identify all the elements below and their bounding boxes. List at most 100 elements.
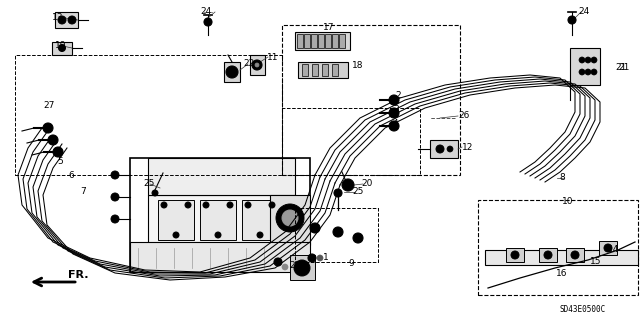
Circle shape bbox=[392, 124, 396, 128]
Text: 20: 20 bbox=[361, 180, 372, 189]
Text: 16: 16 bbox=[556, 269, 568, 278]
Text: 12: 12 bbox=[462, 143, 474, 152]
Circle shape bbox=[585, 57, 591, 63]
Circle shape bbox=[111, 171, 119, 179]
Bar bbox=[295, 32, 350, 50]
Circle shape bbox=[604, 244, 612, 252]
Text: 23: 23 bbox=[289, 261, 300, 270]
Circle shape bbox=[227, 202, 233, 208]
Bar bbox=[485, 250, 638, 265]
Circle shape bbox=[48, 135, 58, 145]
Bar bbox=[322, 64, 328, 76]
Circle shape bbox=[389, 95, 399, 105]
Text: 24: 24 bbox=[578, 8, 589, 17]
Bar bbox=[430, 140, 458, 158]
Bar bbox=[478, 200, 638, 295]
Bar bbox=[224, 62, 240, 82]
Bar bbox=[332, 64, 338, 76]
Circle shape bbox=[389, 108, 399, 118]
Circle shape bbox=[274, 258, 282, 266]
Bar bbox=[148, 195, 295, 245]
Text: 1: 1 bbox=[323, 254, 329, 263]
Circle shape bbox=[282, 210, 298, 226]
Circle shape bbox=[185, 202, 191, 208]
Bar bbox=[200, 200, 236, 240]
Text: 26: 26 bbox=[458, 112, 469, 121]
Bar bbox=[290, 255, 315, 280]
Text: 7: 7 bbox=[80, 188, 86, 197]
Text: 14: 14 bbox=[608, 246, 620, 255]
Circle shape bbox=[282, 264, 288, 270]
Bar bbox=[52, 42, 72, 55]
Circle shape bbox=[336, 230, 340, 234]
Circle shape bbox=[511, 251, 519, 259]
Bar bbox=[304, 34, 310, 48]
Bar bbox=[148, 158, 295, 195]
Text: 25: 25 bbox=[143, 180, 154, 189]
Text: 25: 25 bbox=[352, 188, 364, 197]
Bar bbox=[570, 48, 600, 85]
Text: FR.: FR. bbox=[68, 270, 88, 280]
Bar bbox=[302, 64, 308, 76]
Bar bbox=[298, 62, 348, 78]
Circle shape bbox=[392, 98, 396, 102]
Text: 18: 18 bbox=[352, 61, 364, 70]
Circle shape bbox=[68, 16, 76, 24]
Bar bbox=[339, 34, 345, 48]
Bar bbox=[566, 248, 584, 262]
Bar bbox=[332, 34, 338, 48]
Bar bbox=[15, 55, 282, 175]
Text: 4: 4 bbox=[393, 120, 399, 129]
Circle shape bbox=[56, 150, 60, 154]
Bar bbox=[242, 200, 278, 240]
Text: 9: 9 bbox=[348, 258, 354, 268]
Circle shape bbox=[342, 179, 354, 191]
Text: 2: 2 bbox=[395, 91, 401, 100]
Text: 19: 19 bbox=[55, 41, 67, 49]
Bar bbox=[325, 34, 331, 48]
Circle shape bbox=[269, 202, 275, 208]
Text: 3: 3 bbox=[393, 105, 399, 114]
Circle shape bbox=[161, 202, 167, 208]
Bar bbox=[318, 34, 324, 48]
Bar bbox=[539, 248, 557, 262]
Circle shape bbox=[356, 236, 360, 240]
Text: 21: 21 bbox=[618, 63, 629, 72]
Circle shape bbox=[152, 190, 158, 196]
Circle shape bbox=[173, 232, 179, 238]
Circle shape bbox=[257, 232, 263, 238]
Bar bbox=[295, 208, 378, 262]
Circle shape bbox=[53, 147, 63, 157]
Circle shape bbox=[447, 146, 453, 152]
Circle shape bbox=[345, 182, 351, 188]
Circle shape bbox=[226, 66, 238, 78]
Circle shape bbox=[334, 189, 342, 197]
Circle shape bbox=[591, 69, 597, 75]
Bar bbox=[297, 34, 303, 48]
Bar bbox=[506, 248, 524, 262]
Circle shape bbox=[51, 138, 55, 142]
Circle shape bbox=[58, 16, 66, 24]
Text: 11: 11 bbox=[267, 53, 278, 62]
Bar bbox=[282, 108, 420, 175]
Bar bbox=[282, 25, 460, 175]
Bar bbox=[130, 242, 310, 272]
Circle shape bbox=[317, 255, 323, 261]
Circle shape bbox=[333, 227, 343, 237]
Text: 24: 24 bbox=[200, 8, 211, 17]
Circle shape bbox=[571, 251, 579, 259]
Text: 17: 17 bbox=[323, 24, 335, 33]
Circle shape bbox=[215, 232, 221, 238]
Bar bbox=[599, 241, 617, 255]
Text: 13: 13 bbox=[52, 13, 63, 23]
Text: 22: 22 bbox=[243, 60, 254, 69]
Bar bbox=[250, 55, 265, 75]
Text: 21: 21 bbox=[615, 63, 627, 72]
Circle shape bbox=[308, 254, 316, 262]
Circle shape bbox=[389, 121, 399, 131]
Bar bbox=[270, 195, 310, 245]
Text: 10: 10 bbox=[562, 197, 573, 206]
Circle shape bbox=[255, 63, 259, 67]
Bar bbox=[311, 34, 317, 48]
Circle shape bbox=[392, 111, 396, 115]
